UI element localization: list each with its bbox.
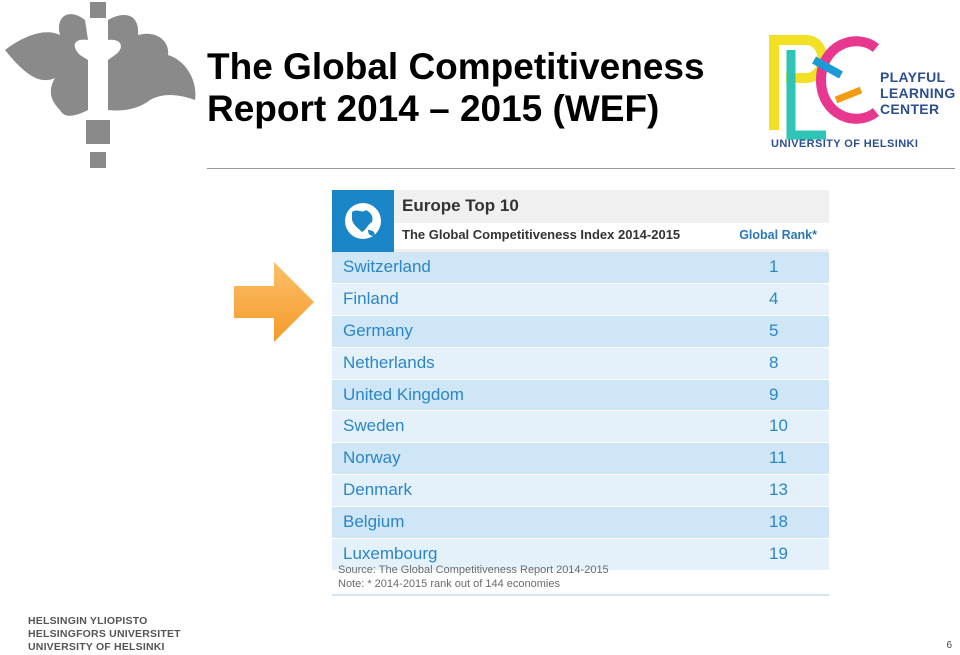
plc-line-center: CENTER [880, 101, 940, 117]
arrow-right-icon [234, 262, 314, 342]
footer-line-swedish: HELSINGFORS UNIVERSITET [28, 628, 181, 640]
rank-cell: 5 [769, 320, 779, 340]
table-row: Belgium 18 [332, 507, 829, 540]
rank-cell: 10 [769, 416, 788, 436]
table-notes: Source: The Global Competitiveness Repor… [338, 563, 609, 591]
rank-cell: 13 [769, 480, 788, 500]
country-cell: Finland [343, 288, 399, 308]
title-line-2: Report 2014 – 2015 (WEF) [207, 88, 660, 129]
slide-title: The Global Competitiveness Report 2014 –… [207, 46, 767, 130]
source-note: Source: The Global Competitiveness Repor… [338, 564, 609, 576]
rank-note: Note: * 2014-2015 rank out of 144 econom… [338, 578, 560, 590]
globe-icon [332, 190, 394, 252]
rank-column-label: Global Rank* [739, 228, 817, 242]
table-row: Norway 11 [332, 443, 829, 476]
table-heading: Europe Top 10 [402, 196, 519, 215]
index-label: The Global Competitiveness Index 2014-20… [402, 227, 681, 242]
table-rows: Switzerland 1 Finland 4 Germany 5 Nether… [332, 252, 829, 571]
table-row: Germany 5 [332, 315, 829, 348]
table-header: Europe Top 10 The Global Competitiveness… [332, 190, 829, 252]
title-divider [207, 168, 955, 169]
plc-university-label: UNIVERSITY OF HELSINKI [771, 138, 919, 150]
plc-line-playful: PLAYFUL [880, 69, 946, 85]
country-cell: Switzerland [343, 257, 431, 276]
footer-line-english: UNIVERSITY OF HELSINKI [28, 641, 165, 653]
rank-cell: 19 [769, 544, 788, 564]
rank-cell: 18 [769, 512, 788, 532]
rank-cell: 4 [769, 288, 779, 308]
country-cell: Denmark [343, 480, 412, 500]
country-cell: Belgium [343, 512, 405, 532]
footer-university-names: HELSINGIN YLIOPISTO HELSINGFORS UNIVERSI… [28, 615, 181, 654]
country-cell: United Kingdom [343, 384, 464, 404]
table-bottom-bar [332, 594, 829, 596]
country-cell: Norway [343, 448, 401, 468]
europe-top10-table: Europe Top 10 The Global Competitiveness… [332, 190, 829, 598]
table-row: Finland 4 [332, 283, 829, 316]
table-row: Luxembourg 19 [332, 539, 829, 571]
plc-line-learning: LEARNING [880, 85, 956, 101]
country-cell: Germany [343, 320, 413, 340]
table-row: Switzerland 1 [332, 252, 829, 284]
title-line-1: The Global Competitiveness [207, 46, 705, 87]
rank-cell: 8 [769, 352, 779, 372]
rank-cell: 1 [769, 257, 779, 276]
country-cell: Sweden [343, 416, 405, 436]
playful-learning-center-logo [769, 35, 880, 140]
page-number: 6 [946, 640, 952, 651]
plc-wordmark: PLAYFUL LEARNING CENTER [880, 69, 956, 117]
rank-cell: 9 [769, 384, 779, 404]
table-row: United Kingdom 9 [332, 379, 829, 412]
footer-line-finnish: HELSINGIN YLIOPISTO [28, 615, 148, 627]
table-row: Denmark 13 [332, 475, 829, 508]
table-row: Netherlands 8 [332, 347, 829, 380]
table-subheader: The Global Competitiveness Index 2014-20… [394, 223, 829, 249]
country-cell: Luxembourg [343, 544, 438, 564]
university-emblem-logo [5, 2, 196, 168]
table-row: Sweden 10 [332, 411, 829, 444]
country-cell: Netherlands [343, 352, 435, 372]
rank-cell: 11 [769, 448, 787, 468]
